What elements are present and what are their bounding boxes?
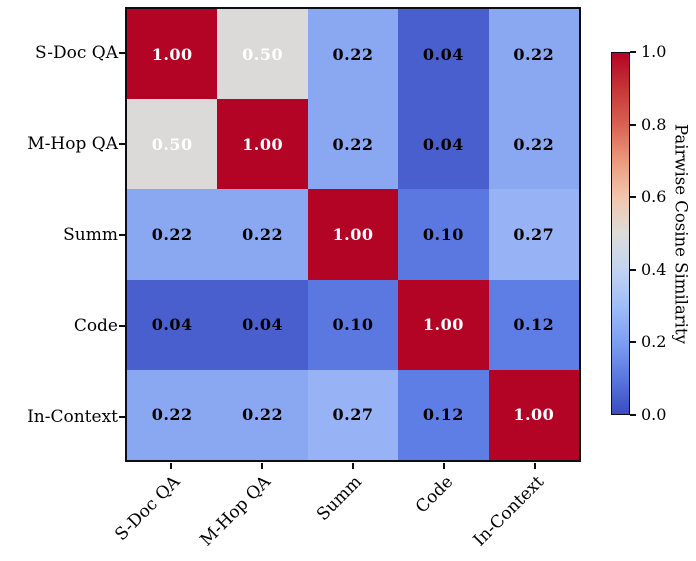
colorbar-tick-mark [630, 123, 636, 126]
x-tick-label: Code [411, 472, 458, 518]
heatmap-cell: 0.22 [127, 369, 218, 460]
colorbar-tick-label: 0.2 [641, 332, 667, 352]
x-tick-mark [352, 463, 354, 469]
colorbar-label-wrap: Pairwise Cosine Similarity [668, 52, 694, 415]
heatmap-cell: 0.22 [217, 369, 308, 460]
x-tick-label: Summ [313, 472, 367, 525]
heatmap-cell: 1.00 [127, 9, 218, 100]
heatmap-cell: 0.04 [398, 9, 489, 100]
colorbar-tick-label: 0.0 [641, 405, 667, 424]
y-tick-mark [119, 233, 125, 236]
colorbar-tick-mark [630, 196, 636, 199]
heatmap-cell: 0.22 [488, 9, 579, 100]
heatmap-cell: 0.22 [127, 189, 218, 280]
heatmap-cell: 0.10 [307, 279, 399, 370]
heatmap-cell: 0.27 [307, 369, 399, 460]
colorbar [611, 52, 630, 415]
heatmap-cell: 0.27 [488, 189, 579, 280]
colorbar-tick-mark [630, 414, 636, 416]
x-tick-label: In-Context [470, 472, 549, 551]
colorbar-tick-mark [630, 268, 636, 271]
colorbar-tick-label: 0.6 [641, 187, 667, 207]
heatmap-cell: 1.00 [307, 189, 399, 280]
colorbar-tick-mark [630, 341, 636, 344]
heatmap-cell: 0.22 [307, 99, 399, 190]
x-tick-mark [260, 463, 263, 469]
y-tick-mark [119, 51, 125, 54]
heatmap-cell: 1.00 [398, 279, 489, 370]
y-tick-label: Code [73, 315, 118, 336]
colorbar-tick-mark [630, 51, 636, 53]
heatmap-cell: 0.10 [398, 189, 489, 280]
heatmap-cell: 0.04 [398, 99, 489, 190]
y-tick-label: In-Context [27, 406, 118, 427]
heatmap-cell: 0.50 [217, 9, 308, 100]
heatmap-cell: 1.00 [488, 369, 579, 460]
y-tick-label: M-Hop QA [27, 133, 118, 154]
x-tick-mark [443, 463, 446, 469]
heatmap-cell: 0.04 [127, 279, 218, 370]
heatmap-cell: 0.22 [307, 9, 399, 100]
y-tick-label: S-Doc QA [34, 42, 118, 63]
heatmap-cell: 0.04 [217, 279, 308, 370]
x-tick-label: S-Doc QA [110, 472, 184, 545]
heatmap-cell: 0.22 [217, 189, 308, 280]
colorbar-tick-label: 0.8 [641, 114, 667, 134]
colorbar-label: Pairwise Cosine Similarity [671, 123, 691, 344]
heatmap-grid: 1.00 0.50 0.22 0.04 0.22 0.50 1.00 0.22 0.04 0.22… [125, 7, 581, 462]
y-tick-label: Summ [63, 224, 118, 245]
heatmap-cell: 0.22 [488, 99, 579, 190]
heatmap-cell: 0.12 [488, 279, 579, 370]
heatmap-cell: 1.00 [217, 99, 308, 190]
heatmap-cell: 0.50 [127, 99, 218, 190]
x-tick-mark [534, 463, 537, 469]
heatmap-cell: 0.12 [398, 369, 489, 460]
colorbar-tick-label: 1.0 [641, 42, 667, 61]
x-tick-label: M-Hop QA [196, 472, 275, 551]
x-tick-mark [169, 463, 172, 469]
y-tick-mark [119, 415, 125, 418]
colorbar-tick-label: 0.4 [641, 259, 667, 279]
y-tick-mark [119, 142, 125, 145]
y-tick-mark [119, 324, 125, 327]
